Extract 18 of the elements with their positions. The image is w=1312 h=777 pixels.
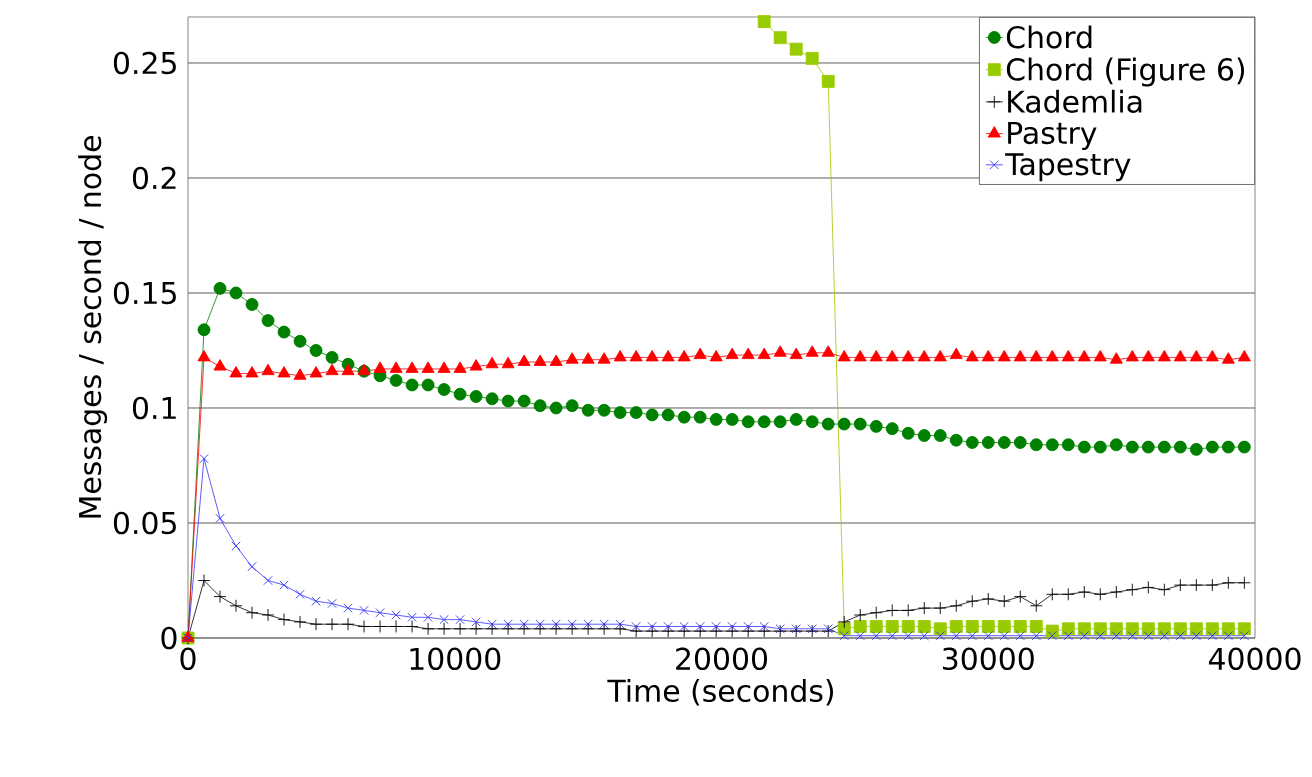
y-tick-label: 0.05	[113, 511, 176, 535]
y-tick-label: 0.15	[113, 281, 176, 305]
x-tick-label: 20000	[676, 647, 768, 671]
x-axis-title: Time (seconds)	[607, 678, 834, 706]
x-tick-label: 30000	[943, 647, 1034, 671]
legend-label: Tapestry	[1005, 153, 1131, 182]
y-tick-label: 0.1	[132, 396, 176, 420]
y-axis-title: Messages / second / node	[78, 136, 108, 518]
y-tick-label: 0.25	[113, 51, 176, 75]
legend-label: Pastry	[1008, 121, 1097, 150]
x-tick-label: 10000	[410, 647, 501, 671]
y-tick-label: 0	[161, 626, 177, 650]
x-tick-label: 40000	[1208, 647, 1301, 671]
x-tick-label: 0	[180, 647, 196, 671]
y-tick-label: 0.2	[132, 166, 176, 190]
legend-label: Chord (Figure 6)	[1006, 57, 1245, 87]
legend-label: Chord	[1006, 25, 1092, 49]
legend-label: Kademlia	[1008, 89, 1142, 113]
